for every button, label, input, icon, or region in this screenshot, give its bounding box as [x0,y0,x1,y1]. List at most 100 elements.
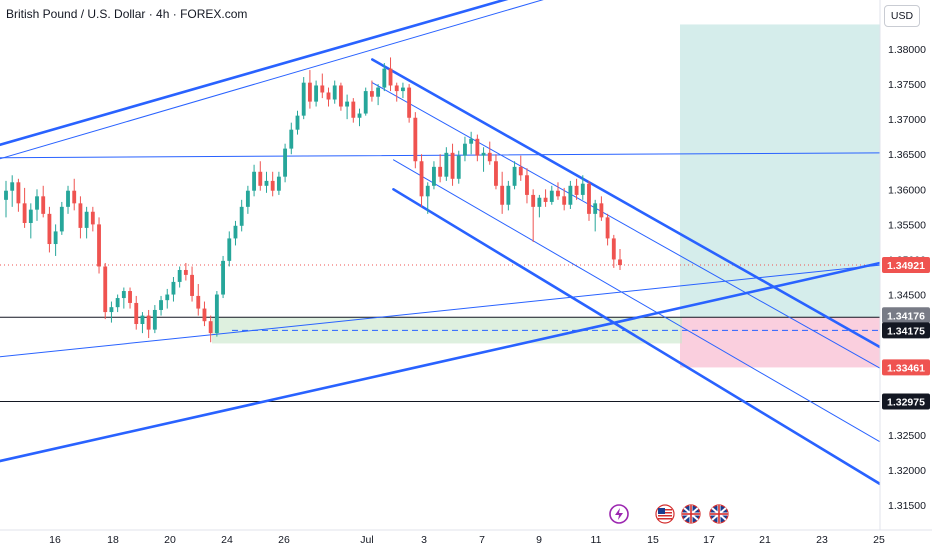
trendline-ascending-channel-upper [0,152,880,159]
candle [22,187,27,228]
candle [494,154,498,190]
trendline-descending-channel-inner-1 [371,82,880,369]
candle [580,175,585,200]
candle-body [4,190,8,200]
candle-body [59,206,64,232]
candle-body [549,190,554,202]
candle [518,155,523,181]
candle [568,180,573,209]
candle [258,161,263,191]
candle [326,87,331,107]
candle-body [388,68,393,86]
candle-body [456,155,461,179]
trendline-descending-channel-inner-2 [392,159,880,443]
candle [177,266,182,288]
candle [419,154,424,207]
candle [183,262,188,281]
candle [28,203,33,239]
candle [463,136,467,162]
y-tick-label: 1.35500 [888,219,926,231]
candle-body [270,180,275,191]
candle [10,175,15,207]
candle-body [221,260,225,295]
candle [549,185,554,205]
y-tick-label: 1.37000 [888,114,926,126]
candle-body [171,281,176,295]
candle-body [382,68,387,88]
candle [512,161,517,190]
candle-body [326,92,331,100]
candle [239,199,244,232]
candle [444,147,449,181]
candle-body [10,182,15,191]
candle [307,70,312,109]
candle [66,185,70,214]
candle [140,312,145,334]
candle [252,164,257,197]
candle-body [444,152,449,177]
candle [128,287,132,309]
candle-body [518,166,523,176]
price-badge: 1.32975 [882,393,930,410]
candle-body [165,294,170,301]
x-tick-label: Jul [360,534,373,546]
x-tick-label: 21 [759,534,771,546]
y-tick-label: 1.34500 [888,290,926,302]
x-tick-label: 23 [816,534,828,546]
candle-body [556,190,560,197]
candle-body [159,300,163,310]
candle-body [90,211,95,225]
candle [53,224,58,256]
candle [59,201,64,235]
lightning-icon [609,504,629,524]
price-badge-bg [882,257,930,274]
candle-body [413,117,418,162]
uk-flag-icon [681,504,701,524]
candle-body [301,82,306,116]
candle-body [487,152,492,162]
candle-body [543,197,548,202]
trendline-descending-channel-bottom [392,188,880,486]
price-badge-bg [882,393,930,410]
candle-body [35,196,39,210]
candle-body [537,197,542,207]
candle [97,217,101,274]
candle-body [599,203,604,218]
candle-body [190,274,194,296]
y-tick-label: 1.32000 [888,465,926,477]
us-flag-icon [655,504,675,524]
candle [456,150,461,184]
candle [506,180,511,211]
candle [363,87,368,116]
candle [72,178,77,211]
candle-body [16,182,21,204]
candle [369,80,374,102]
price-badge-label: 1.33461 [887,362,925,374]
x-tick-label: 20 [164,534,176,546]
candle [432,161,436,190]
candle [84,206,89,239]
candle [587,180,591,221]
candle [332,80,337,104]
candle-body [320,85,325,93]
candle [599,196,604,221]
x-tick-label: 15 [647,534,659,546]
candle [35,189,39,221]
plot-area [0,0,880,486]
candle-body [419,161,424,197]
candle-body [208,321,213,334]
currency-selector[interactable]: USD [884,5,920,27]
candle-body [463,143,467,156]
price-badge-bg [882,359,930,376]
candle [531,189,536,242]
candle [245,185,250,214]
chart-title: British Pound / U.S. Dollar · 4h · FOREX… [6,7,247,21]
candle-body [233,225,238,239]
price-badge-bg [882,322,930,339]
candle-body [469,138,474,144]
candle-body [357,113,362,118]
candle [47,206,52,253]
candle-body [574,185,579,195]
candle [202,301,207,327]
